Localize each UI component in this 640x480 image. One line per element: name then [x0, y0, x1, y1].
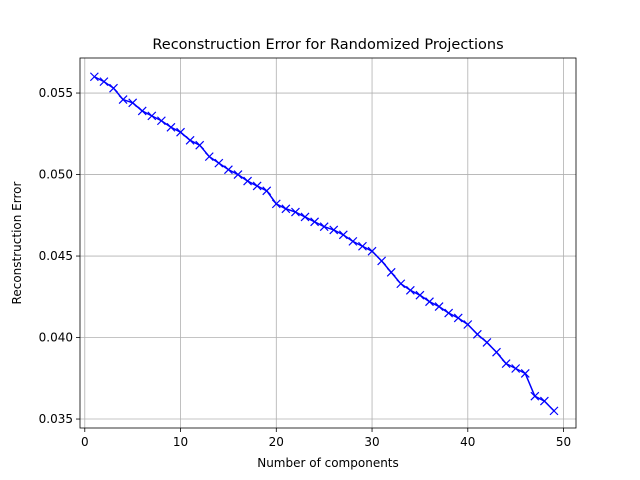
series-plot: [89, 72, 559, 416]
series-line: [94, 76, 555, 412]
y-tick-label: 0.035: [39, 412, 73, 426]
data-point-marker: [291, 207, 300, 217]
data-point-marker: [223, 165, 233, 175]
data-point-marker: [348, 236, 358, 246]
data-point-marker: [118, 95, 128, 104]
x-tick-label: 10: [173, 435, 188, 449]
axis-ticks: 0 10 20 30 40 50 0.035 0.040 0.045 0.050 0.055: [39, 86, 572, 449]
data-point-marker: [271, 199, 281, 209]
x-axis-label: Number of components: [257, 456, 399, 470]
data-point-marker: [338, 230, 348, 240]
data-point-marker: [252, 181, 262, 191]
data-point-marker: [195, 140, 205, 150]
x-tick-label: 50: [556, 435, 571, 449]
y-tick-label: 0.055: [39, 86, 73, 100]
data-point-marker: [358, 241, 367, 251]
data-point-marker: [109, 83, 118, 93]
grid-lines: [80, 58, 576, 428]
data-point-marker: [482, 338, 492, 347]
y-axis-label: Reconstruction Error: [10, 182, 24, 305]
data-point-marker: [214, 158, 224, 168]
data-point-marker: [520, 368, 530, 378]
data-point-marker: [319, 222, 329, 232]
data-point-marker: [415, 290, 425, 300]
data-point-marker: [166, 122, 176, 132]
data-point-marker: [405, 285, 415, 295]
data-point-marker: [176, 127, 185, 137]
data-point-marker: [156, 116, 166, 126]
data-point-marker: [329, 225, 339, 235]
x-tick-label: 20: [269, 435, 284, 449]
data-point-marker: [281, 204, 291, 214]
data-point-marker: [367, 246, 377, 256]
data-point-marker: [501, 359, 511, 369]
data-point-marker: [539, 396, 549, 406]
data-point-marker: [425, 297, 434, 307]
data-point-marker: [137, 106, 147, 116]
data-point-marker: [434, 302, 444, 311]
y-tick-label: 0.045: [39, 249, 73, 263]
data-point-marker: [453, 313, 463, 323]
plot-frame: [79, 57, 577, 429]
data-point-marker: [396, 279, 406, 289]
data-point-marker: [233, 170, 243, 179]
x-tick-label: 30: [364, 435, 379, 449]
data-point-marker: [310, 217, 320, 227]
data-point-marker: [386, 267, 396, 277]
y-tick-label: 0.050: [39, 168, 73, 182]
data-point-marker: [89, 72, 99, 82]
data-point-marker: [262, 186, 272, 196]
data-point-marker: [472, 329, 482, 339]
data-point-marker: [463, 320, 473, 329]
y-tick-label: 0.040: [39, 331, 73, 345]
data-point-marker: [128, 98, 138, 108]
data-point-marker: [444, 308, 454, 318]
data-point-marker: [511, 364, 521, 373]
data-point-marker: [300, 212, 310, 222]
data-point-marker: [243, 176, 252, 186]
chart-title: Reconstruction Error for Randomized Proj…: [152, 37, 503, 53]
data-point-marker: [549, 406, 559, 416]
data-point-marker: [492, 347, 501, 357]
x-tick-label: 40: [460, 435, 475, 449]
data-point-marker: [530, 391, 540, 401]
data-point-marker: [99, 77, 109, 87]
data-point-marker: [147, 111, 157, 121]
data-point-marker: [204, 152, 214, 162]
x-tick-label: 0: [81, 435, 89, 449]
data-point-marker: [185, 135, 195, 145]
data-point-marker: [377, 256, 387, 266]
